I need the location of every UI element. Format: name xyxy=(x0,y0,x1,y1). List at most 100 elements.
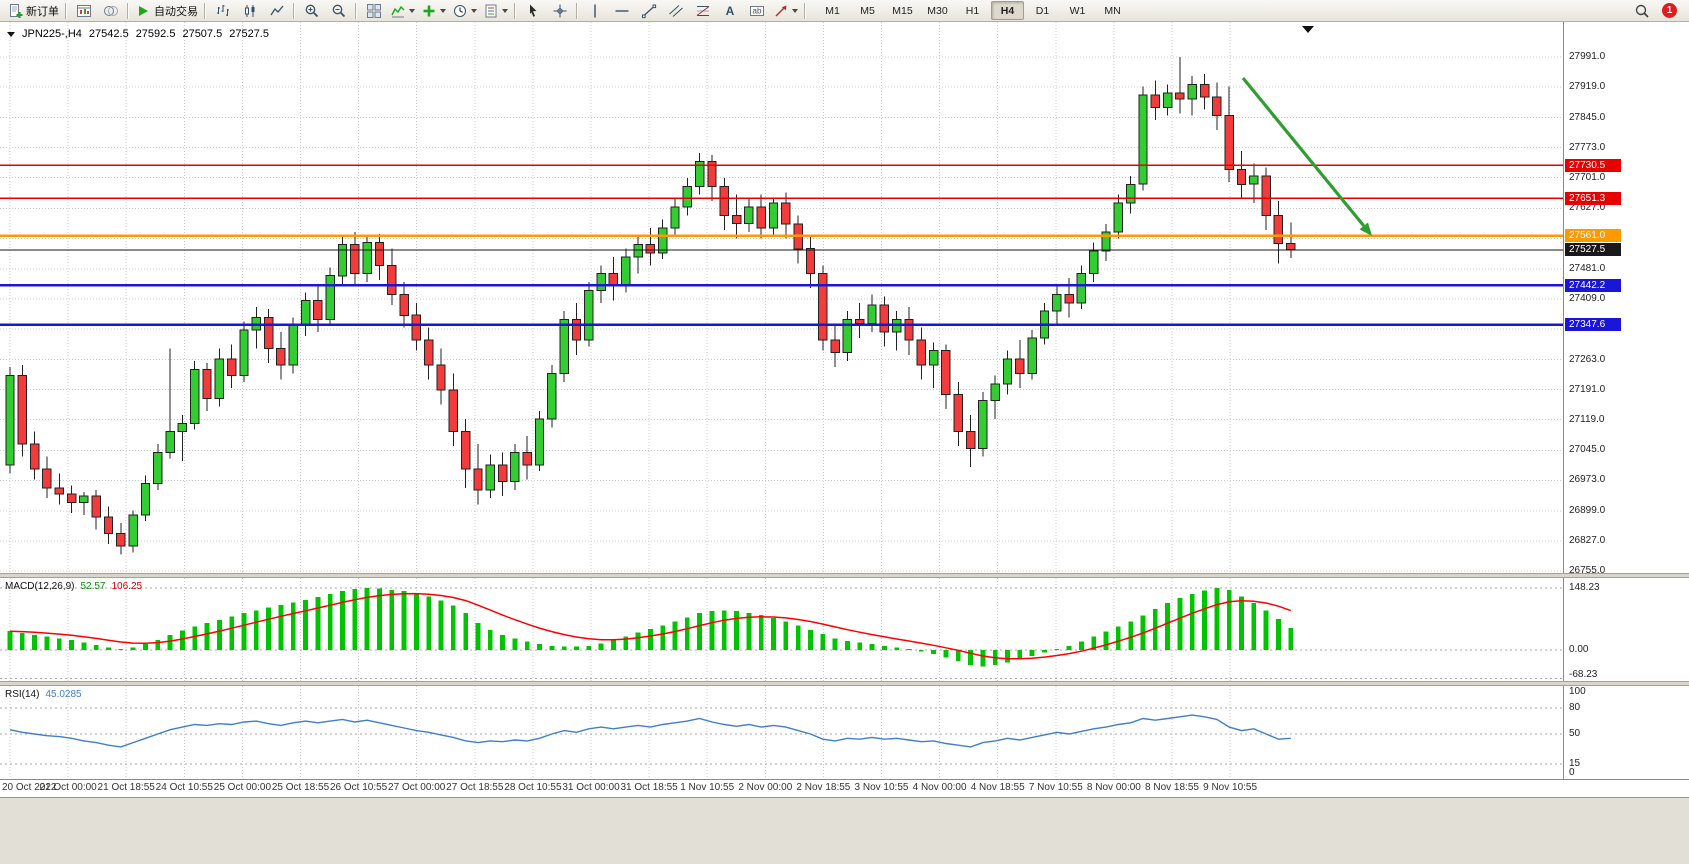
price-axis-label: 26973.0 xyxy=(1569,474,1606,486)
auto-trading-button[interactable]: 自动交易 xyxy=(132,0,201,21)
timeframe-button-h1[interactable]: H1 xyxy=(965,4,980,17)
cursor-button[interactable] xyxy=(519,0,546,21)
notification-badge[interactable]: 1 xyxy=(1662,3,1677,18)
zoom-in-button[interactable] xyxy=(298,0,325,21)
macd-label: MACD(12,26,9) 52.57 106.25 xyxy=(5,581,142,592)
candle-body xyxy=(485,464,496,491)
macd-histogram-bar xyxy=(906,649,912,651)
periods-button[interactable] xyxy=(449,0,480,21)
macd-histogram-bar xyxy=(635,632,641,650)
timeframe-button-m30[interactable]: M30 xyxy=(927,4,948,17)
timeframe-button-m1[interactable]: M1 xyxy=(825,4,840,17)
symbol-dropdown-icon[interactable] xyxy=(7,31,15,37)
macd-histogram-bar xyxy=(512,638,518,650)
timeframe-button-mn[interactable]: MN xyxy=(1104,4,1121,17)
candle-body xyxy=(1015,358,1025,374)
timeframe-button-h4[interactable]: H4 xyxy=(991,1,1024,20)
macd-histogram-bar xyxy=(19,633,25,650)
price-axis-label: 27627.0 xyxy=(1569,202,1606,214)
macd-histogram-bar xyxy=(167,634,173,650)
price-axis-label: 27119.0 xyxy=(1569,413,1605,425)
candle-body xyxy=(953,393,963,433)
time-axis-label: 8 Nov 00:00 xyxy=(1086,782,1141,793)
price-axis-label: 27045.0 xyxy=(1569,444,1606,456)
timeframe-button-w1[interactable]: W1 xyxy=(1069,4,1086,17)
candle-body xyxy=(374,242,385,266)
rsi-axis[interactable]: 100 80 50 15 0 xyxy=(1563,686,1689,779)
macd-pane[interactable] xyxy=(0,578,1563,681)
macd-histogram-bar xyxy=(93,645,99,650)
indicators-button[interactable] xyxy=(387,0,418,21)
time-axis-label: 28 Oct 10:55 xyxy=(504,782,562,793)
macd-histogram-bar xyxy=(697,613,702,650)
search-icon[interactable] xyxy=(1628,0,1655,21)
price-axis-label: 26755.0 xyxy=(1569,565,1606,576)
line-chart-button[interactable] xyxy=(263,0,290,21)
dropdown-caret-icon xyxy=(502,8,508,13)
chart-ohlc-header: JPN225-,H4 27542.5 27592.5 27507.5 27527… xyxy=(7,28,269,40)
fibonacci-button[interactable] xyxy=(689,0,716,21)
arrows-button[interactable] xyxy=(770,0,801,21)
candle-body xyxy=(879,304,890,333)
macd-histogram-bar xyxy=(463,613,469,650)
macd-histogram-bar xyxy=(549,645,555,650)
dropdown-caret-icon xyxy=(792,8,798,13)
candle-body xyxy=(904,318,914,341)
text-button[interactable]: A xyxy=(716,0,743,21)
vertical-line-button[interactable] xyxy=(581,0,608,21)
horizontal-line-button[interactable] xyxy=(608,0,635,21)
zoom-out-button[interactable] xyxy=(325,0,352,21)
toolbar-separator xyxy=(355,2,357,19)
macd-signal-line xyxy=(9,592,1292,660)
channel-button[interactable] xyxy=(662,0,689,21)
time-axis-label: 8 Nov 18:55 xyxy=(1145,782,1199,793)
trend-arrow-annotation[interactable] xyxy=(1241,76,1366,227)
macd-histogram-bar xyxy=(450,605,456,650)
text-label-button[interactable]: ab xyxy=(743,0,770,21)
price-tag-27730.5: 27730.5 xyxy=(1565,158,1621,172)
macd-histogram-bar xyxy=(81,642,87,650)
timeframe-button-d1[interactable]: D1 xyxy=(1035,4,1050,17)
macd-axis[interactable]: 148.23 0.00 -68.23 xyxy=(1563,578,1689,681)
new-order-button[interactable]: 新订单 xyxy=(4,0,62,21)
candle-body xyxy=(1002,358,1013,385)
macd-histogram-bar xyxy=(968,650,973,666)
candle-body xyxy=(719,185,729,216)
trendline-button[interactable] xyxy=(635,0,662,21)
timeframe-button-m5[interactable]: M5 xyxy=(860,4,875,17)
bar-chart-button[interactable] xyxy=(209,0,236,21)
profiles-button[interactable] xyxy=(97,0,124,21)
timeframe-button-m15[interactable]: M15 xyxy=(892,4,913,17)
candlestick-chart-button[interactable] xyxy=(236,0,263,21)
macd-histogram-bar xyxy=(315,596,321,650)
crosshair-button[interactable] xyxy=(546,0,573,21)
macd-histogram-bar xyxy=(709,611,715,650)
candle-body xyxy=(1076,273,1087,304)
auto-trading-button-label: 自动交易 xyxy=(154,5,198,18)
charts-button[interactable] xyxy=(70,0,97,21)
candle-body xyxy=(707,160,717,187)
tile-windows-button[interactable] xyxy=(360,0,387,21)
chart-shift-marker[interactable] xyxy=(1302,26,1314,33)
macd-histogram-bar xyxy=(1251,603,1257,650)
macd-histogram-bar xyxy=(1103,631,1109,650)
rsi-pane[interactable] xyxy=(0,686,1563,779)
price-axis-label: 27845.0 xyxy=(1569,111,1606,123)
price-chart-pane[interactable] xyxy=(0,22,1563,573)
templates-button[interactable] xyxy=(480,0,511,21)
candles xyxy=(5,57,1296,555)
time-axis[interactable]: 20 Oct 2022 21 Oct 00:00 21 Oct 18:55 24 Oc… xyxy=(0,779,1689,797)
add-indicator-button[interactable] xyxy=(418,0,449,21)
pane-divider-rsi[interactable] xyxy=(0,681,1689,686)
price-axis[interactable]: 27991.0 27919.0 27845.0 27773.0 27701.0 27627… xyxy=(1563,22,1689,576)
macd-histogram-bar xyxy=(1177,598,1183,650)
macd-histogram-bar xyxy=(364,588,370,650)
macd-histogram-bar xyxy=(1054,649,1060,651)
macd-histogram-bar xyxy=(1017,650,1023,660)
price-tag-27651.3: 27651.3 xyxy=(1565,191,1621,205)
macd-histogram-bar xyxy=(155,639,161,650)
pane-divider-macd[interactable] xyxy=(0,573,1689,578)
macd-histogram-bar xyxy=(783,621,789,650)
macd-histogram-bar xyxy=(438,600,444,650)
